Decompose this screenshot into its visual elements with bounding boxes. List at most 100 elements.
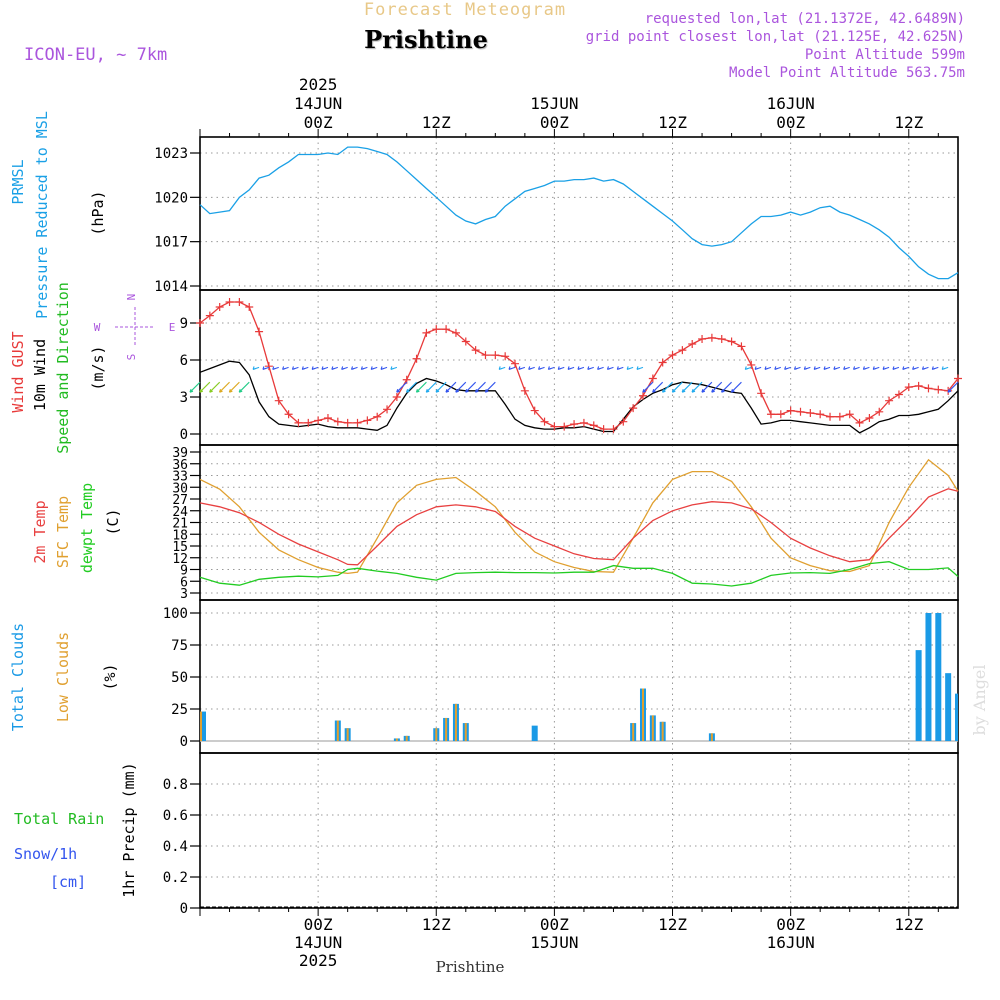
temp-unit-label: (C) bbox=[104, 508, 122, 535]
bottom-time-label: 00Z bbox=[304, 915, 333, 934]
wind-direction-arrowhead bbox=[701, 389, 706, 393]
wind-gust-marker bbox=[314, 416, 323, 425]
wind-direction-arrow bbox=[484, 381, 496, 393]
top-time-label: 00Z bbox=[304, 113, 333, 132]
wind-direction-arrowhead bbox=[853, 366, 857, 370]
wind-gust-marker bbox=[451, 328, 460, 337]
hour-ticks bbox=[199, 129, 939, 916]
wind-direction-arrow bbox=[652, 381, 664, 393]
wind-speed-line bbox=[199, 360, 959, 434]
wind-direction-arrowhead bbox=[209, 389, 213, 393]
total-clouds-bar bbox=[200, 711, 206, 741]
wind-direction-arrowhead bbox=[843, 366, 847, 370]
wind-direction-arrowhead bbox=[425, 389, 430, 393]
wind-direction-arrowhead bbox=[199, 389, 204, 393]
wind-direction-arrowhead bbox=[311, 366, 316, 370]
wind-direction-arrowhead bbox=[406, 389, 410, 393]
wind-gust-marker bbox=[392, 393, 401, 401]
clouds-tick-label: 50 bbox=[171, 670, 188, 686]
low-clouds-bar bbox=[200, 711, 202, 741]
precip-snow-label: Snow/1h bbox=[14, 845, 77, 863]
wind-direction-arrowhead bbox=[252, 366, 257, 370]
low-clouds-bar bbox=[651, 715, 654, 741]
wind-gust-marker bbox=[304, 418, 313, 427]
wind-gust-marker bbox=[579, 418, 588, 427]
wind-direction-arrow bbox=[671, 381, 683, 393]
pressure-unit-label: (hPa) bbox=[89, 190, 107, 235]
low-clouds-bar bbox=[454, 703, 457, 741]
wind-gust-marker bbox=[875, 407, 884, 416]
wind-direction-arrow bbox=[219, 381, 230, 393]
pressure-tick-label: 1017 bbox=[154, 235, 188, 251]
bottom-time-label: 15JUN bbox=[530, 933, 578, 952]
top-time-label: 00Z bbox=[776, 113, 805, 132]
wind-direction-arrowhead bbox=[380, 366, 385, 370]
wind-tick-label: 0 bbox=[180, 427, 188, 443]
wind-direction-arrowhead bbox=[616, 366, 621, 370]
wind-compass: N S W E bbox=[94, 294, 176, 361]
wind-direction-arrowhead bbox=[396, 389, 400, 393]
wind-gust-marker bbox=[422, 328, 431, 337]
top-time-label: 14JUN bbox=[294, 94, 342, 113]
temperature-tick-label: 3 bbox=[180, 587, 188, 602]
grid-coords: grid point closest lon,lat (21.125E, 42.… bbox=[586, 29, 965, 45]
wind-gust-marker bbox=[934, 385, 943, 394]
model-altitude: Model Point Altitude 563.75m bbox=[729, 65, 965, 81]
wind-unit-label: (m/s) bbox=[89, 345, 107, 390]
low-clouds-bar bbox=[661, 721, 664, 741]
wind-gust-marker bbox=[766, 410, 775, 419]
low-clouds-bar bbox=[445, 717, 448, 741]
wind-direction-arrowhead bbox=[262, 366, 267, 370]
temp-sfc-label: SFC Temp bbox=[54, 496, 72, 568]
wind-gust-marker bbox=[629, 404, 638, 413]
wind-gust-marker bbox=[648, 374, 657, 383]
wind-direction-arrowhead bbox=[474, 389, 479, 393]
wind-direction-arrowhead bbox=[455, 389, 459, 393]
wind-gust-marker bbox=[442, 325, 451, 334]
wind-direction-arrowhead bbox=[606, 366, 611, 370]
wind-gust-marker bbox=[471, 346, 480, 355]
bottom-time-label: 2025 bbox=[299, 951, 338, 970]
wind-direction-arrow bbox=[721, 381, 732, 393]
temperature-tick-label: 33 bbox=[172, 470, 188, 485]
wind-direction-arrow bbox=[701, 381, 713, 393]
compass-south: S bbox=[125, 354, 138, 361]
top-time-label: 12Z bbox=[422, 113, 451, 132]
wind-gust-marker bbox=[323, 413, 332, 422]
meteogram-panels: 1014101710201023036936912151821242730333… bbox=[9, 111, 962, 917]
wind-direction-arrowhead bbox=[528, 366, 532, 370]
wind-tick-label: 3 bbox=[180, 390, 188, 406]
wind-gust-marker bbox=[383, 405, 392, 414]
wind-direction-arrowhead bbox=[577, 366, 582, 370]
bottom-time-label: 00Z bbox=[540, 915, 569, 934]
wind-direction-arrowhead bbox=[415, 389, 420, 393]
wind-direction-arrowhead bbox=[833, 366, 838, 370]
model-label: ICON-EU, ~ 7km bbox=[24, 45, 167, 65]
top-time-label: 12Z bbox=[894, 113, 923, 132]
wind-gust-label: Wind GUST bbox=[9, 331, 27, 412]
wind-gust-marker bbox=[225, 298, 234, 307]
clouds-unit-label: (%) bbox=[101, 663, 119, 690]
temp-dewpt-label: dewpt Temp bbox=[78, 483, 96, 573]
low-clouds-bar bbox=[632, 723, 635, 741]
wind-direction-arrowhead bbox=[390, 366, 395, 370]
wind-gust-marker bbox=[826, 412, 835, 421]
wind-gust-marker bbox=[776, 410, 785, 419]
temperature-tick-label: 27 bbox=[172, 493, 188, 508]
precip-panel: 0 0.2 0.4 0.6 0.8 bbox=[163, 752, 959, 917]
wind-direction-arrow bbox=[691, 381, 703, 393]
wind-direction-arrowhead bbox=[370, 366, 375, 370]
temperature-tick-label: 30 bbox=[172, 481, 188, 496]
wind-gust-marker bbox=[530, 406, 539, 415]
wind-direction-arrowhead bbox=[228, 389, 233, 393]
total-clouds-bar bbox=[915, 650, 922, 741]
wind-direction-arrowhead bbox=[803, 366, 808, 370]
wind-direction-arrowhead bbox=[671, 389, 676, 393]
wind-direction-arrowhead bbox=[547, 366, 552, 370]
bottom-time-label: 00Z bbox=[776, 915, 805, 934]
wind-direction-arrowhead bbox=[189, 389, 194, 393]
wind-direction-arrowhead bbox=[301, 366, 306, 370]
wind-gust-marker bbox=[196, 319, 204, 327]
